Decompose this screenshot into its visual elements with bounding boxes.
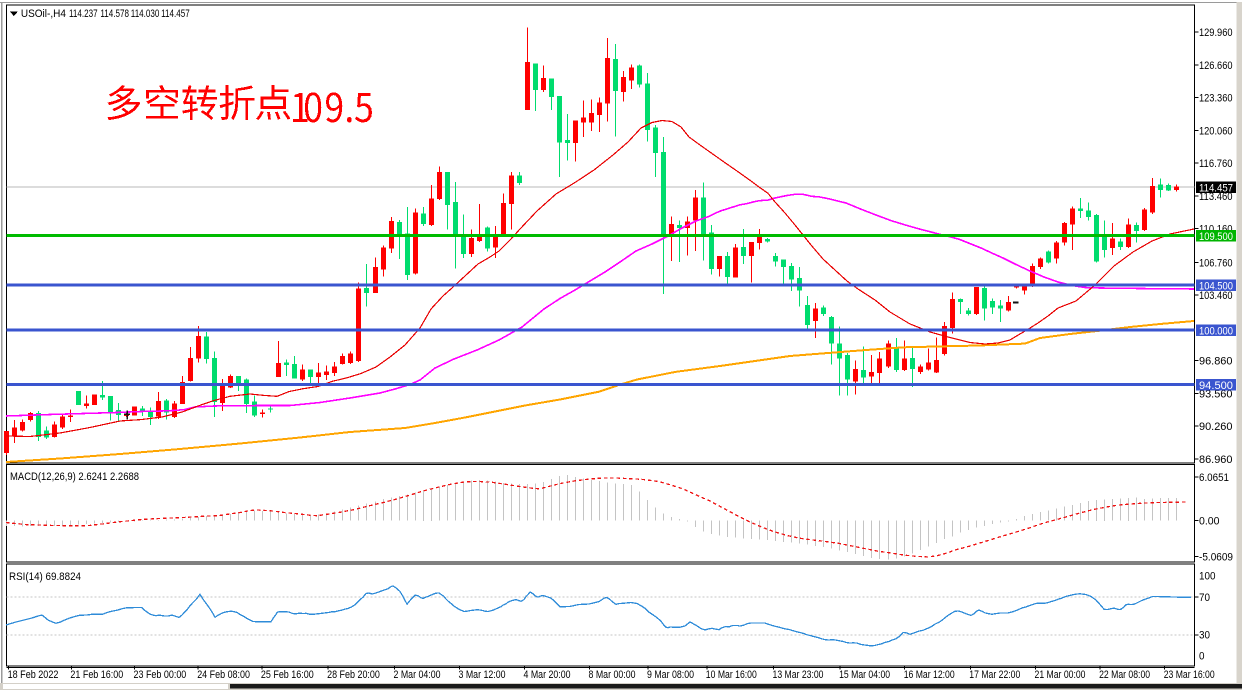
svg-text:13 Mar 23:00: 13 Mar 23:00 [773, 669, 824, 681]
svg-text:94.500: 94.500 [1199, 380, 1233, 392]
svg-text:104.500: 104.500 [1199, 281, 1233, 293]
svg-text:100.000: 100.000 [1199, 326, 1233, 338]
svg-text:113.460: 113.460 [1199, 191, 1233, 203]
svg-text:2 Mar 04:00: 2 Mar 04:00 [394, 669, 441, 681]
svg-text:-5.0609: -5.0609 [1199, 552, 1233, 564]
svg-text:114.237: 114.237 [69, 8, 98, 20]
svg-text:4 Mar 20:00: 4 Mar 20:00 [524, 669, 571, 681]
svg-text:21 Feb 16:00: 21 Feb 16:00 [70, 669, 123, 681]
svg-text:6.0651: 6.0651 [1199, 472, 1229, 484]
svg-text:106.760: 106.760 [1199, 257, 1233, 269]
svg-text:126.660: 126.660 [1199, 60, 1233, 72]
svg-text:15 Mar 04:00: 15 Mar 04:00 [839, 669, 890, 681]
svg-text:123.360: 123.360 [1199, 93, 1233, 105]
svg-text:129.960: 129.960 [1199, 27, 1233, 39]
svg-text:114.030: 114.030 [131, 8, 160, 20]
svg-text:114.578: 114.578 [100, 8, 129, 20]
svg-text:24 Feb 08:00: 24 Feb 08:00 [197, 669, 250, 681]
svg-text:109.500: 109.500 [1199, 231, 1233, 243]
svg-text:100: 100 [1199, 571, 1216, 583]
svg-text:16 Mar 12:00: 16 Mar 12:00 [904, 669, 955, 681]
svg-text:103.460: 103.460 [1199, 290, 1233, 302]
svg-text:28 Feb 20:00: 28 Feb 20:00 [327, 669, 380, 681]
svg-text:114.457: 114.457 [1199, 183, 1233, 195]
svg-text:USOil-,H4: USOil-,H4 [21, 8, 66, 20]
svg-text:0.00: 0.00 [1199, 515, 1220, 527]
svg-text:10 Mar 16:00: 10 Mar 16:00 [706, 669, 757, 681]
svg-text:23 Feb 00:00: 23 Feb 00:00 [134, 669, 187, 681]
svg-text:MACD(12,26,9) 2.6241 2.2688: MACD(12,26,9) 2.6241 2.2688 [10, 471, 139, 483]
svg-text:120.060: 120.060 [1199, 125, 1233, 137]
svg-text:86.960: 86.960 [1199, 454, 1233, 466]
svg-text:3 Mar 12:00: 3 Mar 12:00 [459, 669, 506, 681]
svg-text:93.560: 93.560 [1199, 389, 1233, 401]
svg-text:9 Mar 08:00: 9 Mar 08:00 [647, 669, 694, 681]
svg-text:90.260: 90.260 [1199, 421, 1233, 433]
svg-text:17 Mar 22:00: 17 Mar 22:00 [969, 669, 1020, 681]
svg-text:96.860: 96.860 [1199, 356, 1233, 368]
svg-text:22 Mar 08:00: 22 Mar 08:00 [1099, 669, 1150, 681]
svg-text:21 Mar 00:00: 21 Mar 00:00 [1035, 669, 1086, 681]
svg-text:23 Mar 16:00: 23 Mar 16:00 [1164, 669, 1215, 681]
svg-text:RSI(14) 69.8824: RSI(14) 69.8824 [9, 571, 81, 583]
svg-text:8 Mar 00:00: 8 Mar 00:00 [589, 669, 636, 681]
svg-text:25 Feb 16:00: 25 Feb 16:00 [261, 669, 314, 681]
svg-text:114.457: 114.457 [161, 8, 190, 20]
svg-text:30: 30 [1199, 630, 1210, 642]
svg-text:116.760: 116.760 [1199, 158, 1233, 170]
svg-text:0: 0 [1199, 651, 1205, 663]
svg-text:70: 70 [1199, 592, 1210, 604]
svg-text:18 Feb 2022: 18 Feb 2022 [8, 669, 59, 681]
